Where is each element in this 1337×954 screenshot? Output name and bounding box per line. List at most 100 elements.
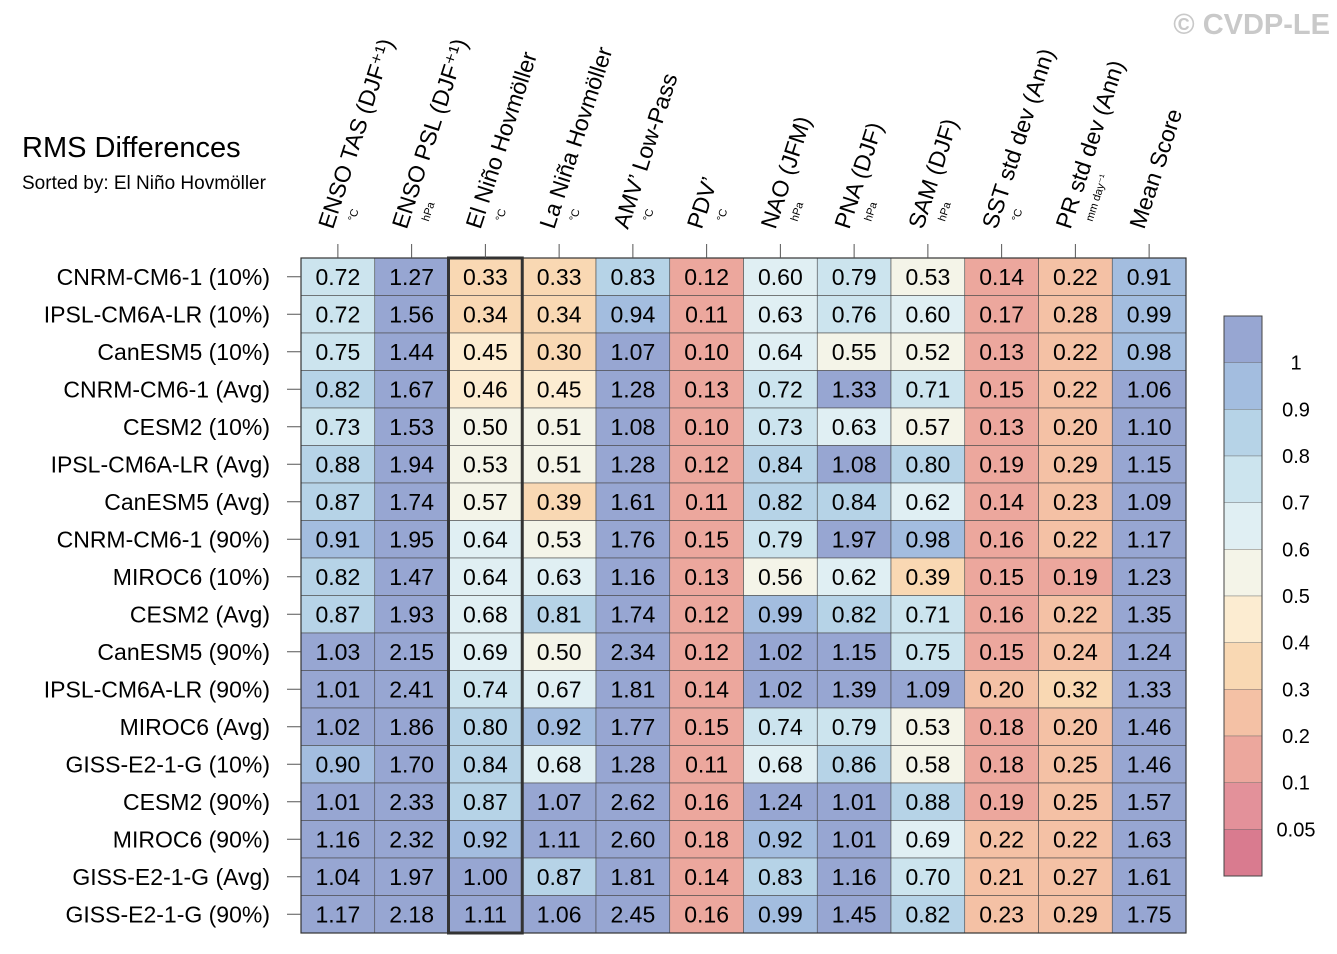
heatmap-cell [595, 520, 671, 559]
watermark: © CVDP-LE [1173, 9, 1330, 41]
row-label-ipsl-cm6a-lr-90: IPSL-CM6A-LR (90%) [44, 676, 270, 702]
cell-value: 1.17 [1127, 526, 1172, 552]
column-unit: °C [1010, 207, 1025, 223]
cell-value: 0.94 [610, 301, 655, 327]
colorbar-frame [1223, 315, 1263, 877]
cell-value: 0.51 [537, 414, 582, 440]
heatmap-cell [521, 445, 597, 484]
cell-value: 0.64 [758, 339, 803, 365]
heatmap-cell [964, 895, 1039, 934]
cell-value: 0.20 [979, 676, 1024, 702]
heatmap-cell [1038, 557, 1113, 596]
cell-value: 1.81 [610, 676, 655, 702]
heatmap-cell [1038, 520, 1113, 559]
row-labels: CNRM-CM6-1 (10%) IPSL-CM6A-LR (10%) CanESM… [44, 264, 301, 927]
cell-value: 1.74 [610, 601, 655, 627]
cell-value: 2.32 [389, 826, 434, 852]
heatmap-cell [816, 820, 892, 859]
cell-value: 0.10 [684, 339, 729, 365]
cell-value: 0.60 [905, 301, 950, 327]
cell-value: 0.11 [685, 489, 728, 515]
column-unit: °C [715, 207, 730, 223]
cell-value: 0.15 [684, 526, 729, 552]
cell-value: 0.14 [979, 264, 1024, 290]
cell-value: 1.33 [832, 376, 877, 402]
cell-value: 0.39 [537, 489, 582, 515]
cell-value: 0.83 [758, 864, 803, 890]
heatmap-cell [743, 445, 818, 484]
heatmap-cell [374, 482, 449, 521]
colorbar-bin [1223, 362, 1263, 410]
cell-value: 1.27 [389, 264, 434, 290]
cell-value: 0.87 [315, 601, 360, 627]
heatmap-cell [964, 595, 1039, 634]
heatmap-cell [669, 557, 744, 596]
heatmap-cell [521, 632, 597, 671]
cell-value: 1.46 [1127, 751, 1172, 777]
heatmap-cell [816, 557, 892, 596]
colorbar-bin [1223, 689, 1263, 737]
heatmap-cell [669, 407, 744, 446]
heatmap-cell [521, 595, 597, 634]
cell-value: 0.14 [979, 489, 1024, 515]
cell-value: 0.53 [905, 714, 950, 740]
cell-value: 0.15 [684, 714, 729, 740]
heatmap-cell [374, 895, 449, 934]
cell-value: 0.82 [832, 601, 877, 627]
column-label-pna-djf: PNA (DJF) [829, 119, 888, 232]
heatmap-cell [890, 820, 966, 859]
heatmap-cell [890, 295, 966, 334]
heatmap-cell [890, 407, 966, 446]
cell-value: 0.71 [905, 376, 950, 402]
cell-value: 0.15 [979, 376, 1024, 402]
cell-value: 0.15 [979, 639, 1024, 665]
cell-value: 1.28 [610, 751, 655, 777]
heatmap-grid: 0.72 1.27 0.33 0.33 0.83 0.12 0.60 0.79 0.53 0.14… [300, 256, 1187, 935]
heatmap-cell [890, 557, 966, 596]
cell-value: 0.74 [463, 676, 508, 702]
cell-value: 0.91 [1127, 264, 1172, 290]
cell-value: 1.09 [1127, 489, 1172, 515]
heatmap-cell [374, 295, 449, 334]
heatmap-cell [595, 595, 671, 634]
cell-value: 1.00 [463, 864, 508, 890]
heatmap-cell [374, 632, 449, 671]
heatmap-cell [669, 257, 744, 296]
cell-value: 1.01 [832, 789, 877, 815]
heatmap-cell [1038, 632, 1113, 671]
cell-value: 1.75 [1127, 901, 1172, 927]
heatmap-cell [595, 632, 671, 671]
colorbar-tick-label: 0.9 [1282, 399, 1310, 421]
colorbar-tick-label: 0.2 [1282, 726, 1310, 748]
heatmap-cell [816, 745, 892, 784]
cell-value: 1.07 [537, 789, 582, 815]
cell-value: 0.72 [315, 264, 360, 290]
row-label-ipsl-cm6a-lr-avg: IPSL-CM6A-LR (Avg) [51, 451, 270, 477]
heatmap-cell [890, 482, 966, 521]
cell-value: 0.57 [463, 489, 508, 515]
cell-value: 1.16 [610, 564, 655, 590]
column-unit: hPa [936, 200, 954, 223]
cell-value: 1.63 [1127, 826, 1172, 852]
cell-value: 0.20 [1053, 414, 1098, 440]
cell-value: 0.79 [758, 526, 803, 552]
heatmap-cell [521, 707, 597, 746]
cell-value: 0.19 [979, 789, 1024, 815]
column-unit: hPa [863, 200, 881, 223]
heatmap-cell [964, 370, 1039, 409]
heatmap-cell [300, 557, 376, 596]
column-unit: hPa [789, 200, 807, 223]
row-label-giss-e2-1-g-90: GISS-E2-1-G (90%) [66, 901, 271, 927]
colorbar-bin [1223, 549, 1263, 597]
cell-value: 1.77 [610, 714, 655, 740]
cell-value: 2.18 [389, 901, 434, 927]
cell-value: 0.12 [684, 451, 729, 477]
cell-value: 0.16 [979, 601, 1024, 627]
cell-value: 2.33 [389, 789, 434, 815]
heatmap-cell [1038, 745, 1113, 784]
heatmap-cell [300, 857, 376, 896]
cell-value: 0.60 [758, 264, 803, 290]
heatmap-cell [1111, 595, 1187, 634]
cell-value: 0.68 [758, 751, 803, 777]
cell-value: 0.55 [832, 339, 877, 365]
